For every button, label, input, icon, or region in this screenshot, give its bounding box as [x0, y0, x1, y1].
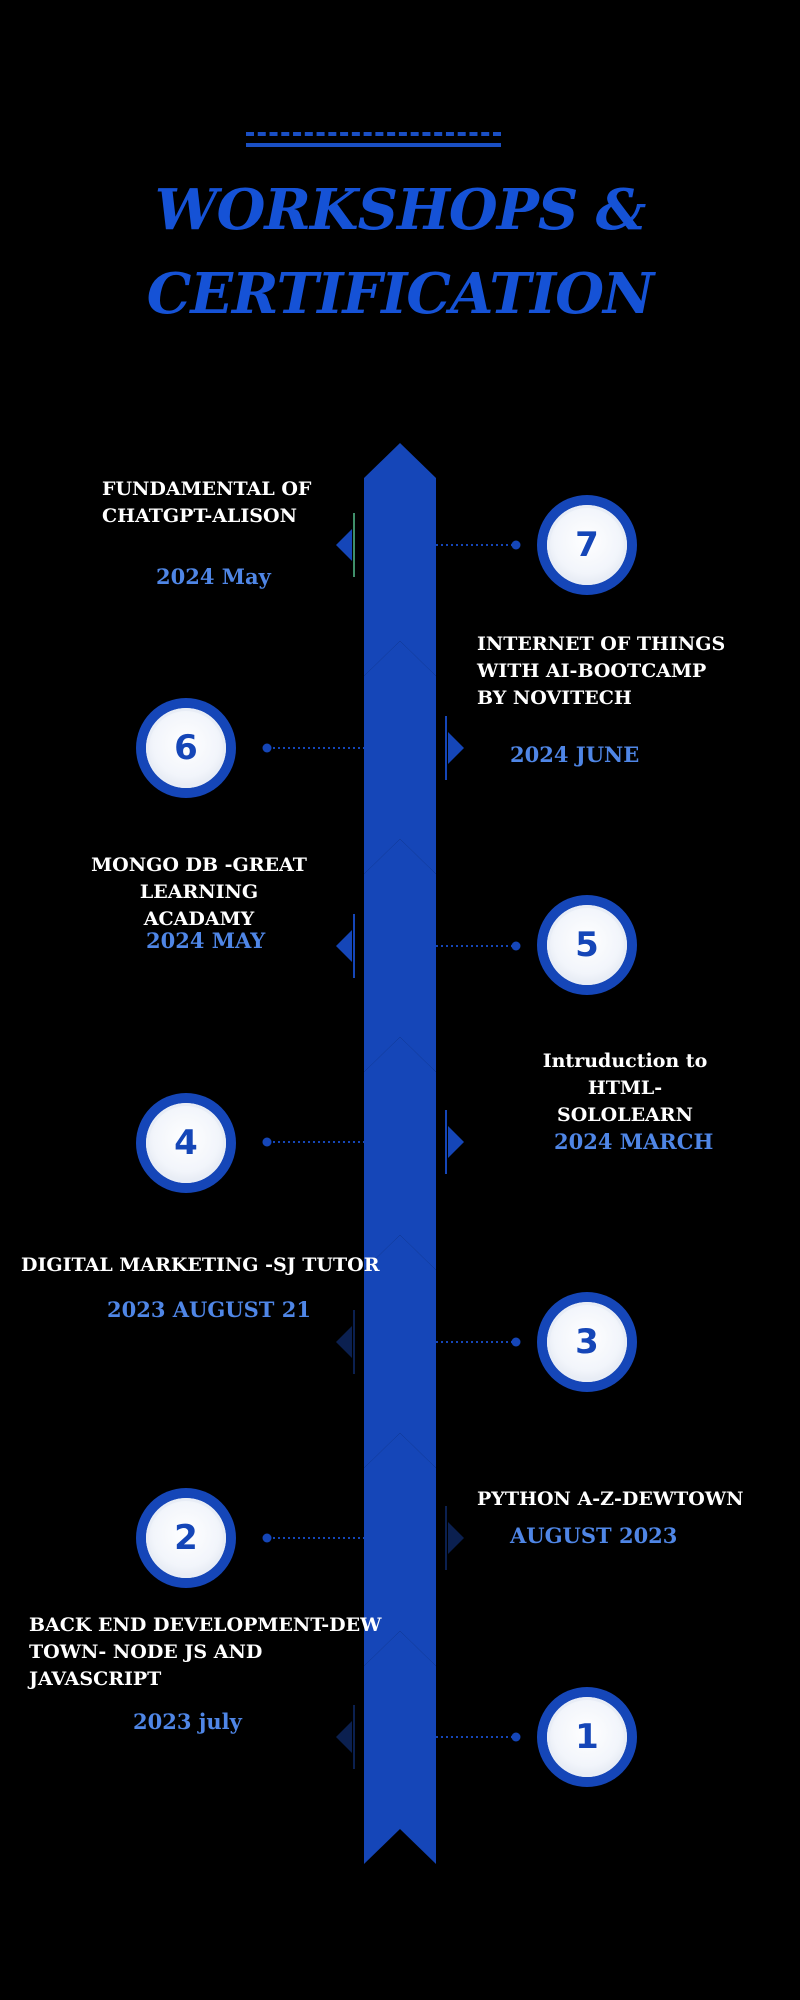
timeline-segment-6 — [364, 641, 436, 874]
connector-7 — [336, 513, 521, 577]
timeline-connectors — [262, 513, 521, 1769]
connector-5 — [336, 914, 521, 978]
entry-1-title: BACK END DEVELOPMENT-DEW TOWN- NODE JS A… — [29, 1614, 382, 1690]
connector-4 — [262, 1110, 464, 1174]
entry-2-badge: 2 — [136, 1488, 236, 1588]
entry-7-title: FUNDAMENTAL OF CHATGPT-ALISON — [102, 478, 312, 527]
entry-3-number: 3 — [575, 1322, 599, 1362]
decorative-dashed-line — [246, 132, 501, 136]
entry-7-date: 2024 May — [156, 564, 271, 589]
entry-7-number: 7 — [575, 525, 599, 565]
timeline-segment-2 — [364, 1433, 436, 1666]
entry-6-badge: 6 — [136, 698, 236, 798]
entry-4-number: 4 — [174, 1123, 198, 1163]
timeline-segment-1 — [364, 1631, 436, 1864]
entry-6-date: 2024 JUNE — [510, 742, 640, 767]
entry-1-badge: 1 — [537, 1687, 637, 1787]
entry-5-number: 5 — [575, 925, 599, 965]
page-title-line-2: CERTIFICATION — [146, 261, 654, 327]
entry-2-title: PYTHON A-Z-DEWTOWN — [477, 1488, 744, 1510]
entry-3-title: DIGITAL MARKETING -SJ TUTOR — [21, 1254, 380, 1276]
entry-4-badge: 4 — [136, 1093, 236, 1193]
timeline-segment-5 — [364, 839, 436, 1072]
timeline-arrow-spine — [364, 443, 436, 1864]
entry-3-badge: 3 — [537, 1292, 637, 1392]
timeline-segment-7 — [364, 443, 436, 676]
entry-1-number: 1 — [575, 1717, 599, 1757]
entry-1-date: 2023 july — [133, 1709, 242, 1734]
connector-1 — [336, 1705, 521, 1769]
entry-6-number: 6 — [174, 728, 198, 768]
entry-2-number: 2 — [174, 1518, 198, 1558]
connector-3 — [336, 1310, 521, 1374]
connector-6 — [262, 716, 464, 780]
entry-5-date: 2024 MAY — [146, 928, 266, 953]
timeline-segment-4 — [364, 1037, 436, 1270]
entry-6-title: INTERNET OF THINGS WITH AI-BOOTCAMP BY N… — [477, 633, 726, 709]
decorative-underline — [246, 143, 501, 147]
entry-4-title: Intruduction to HTML- SOLOLEARN — [542, 1050, 708, 1126]
entry-5-badge: 5 — [537, 895, 637, 995]
page-title-line-1: WORKSHOPS & — [154, 177, 647, 243]
entry-4-date: 2024 MARCH — [554, 1129, 714, 1154]
connector-2 — [262, 1506, 464, 1570]
entry-3-date: 2023 AUGUST 21 — [107, 1297, 311, 1322]
entry-7-badge: 7 — [537, 495, 637, 595]
entry-2-date: AUGUST 2023 — [510, 1523, 678, 1548]
timeline-segment-3 — [364, 1235, 436, 1468]
entry-5-title: MONGO DB -GREAT LEARNING ACADAMY — [91, 854, 307, 930]
